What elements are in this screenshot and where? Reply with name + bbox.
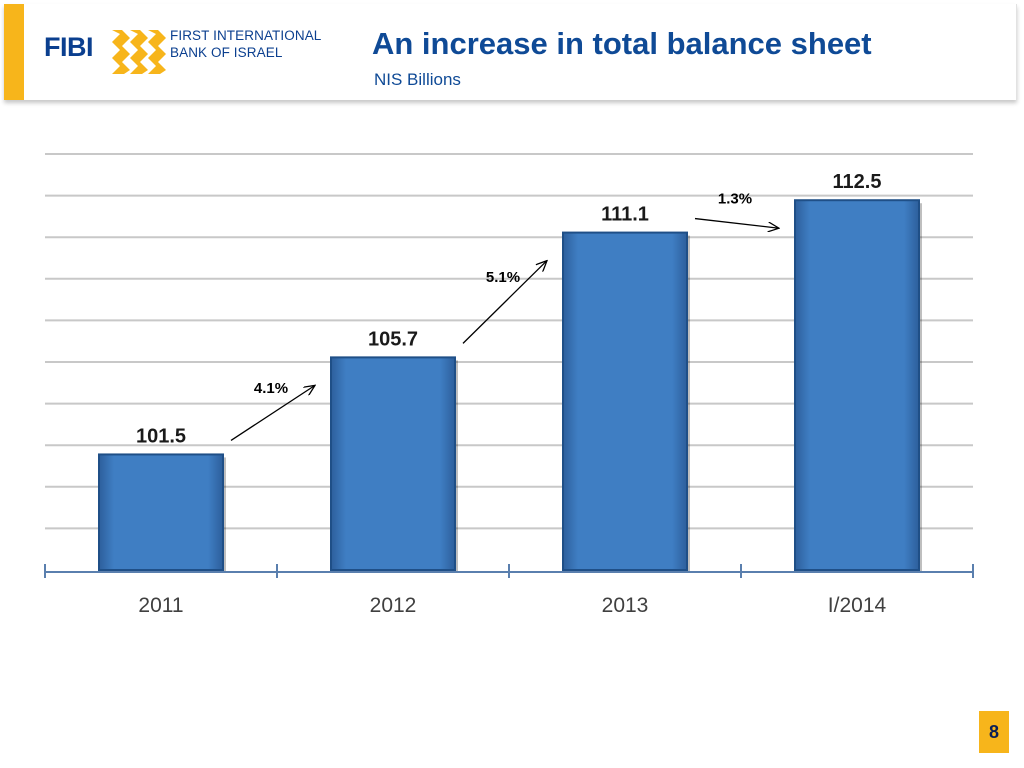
logo-line-1: FIRST INTERNATIONAL xyxy=(170,28,322,43)
x-axis: 2011 2012 2013 I/2014 xyxy=(44,564,974,617)
value-label: 101.5 xyxy=(136,425,186,447)
slide-subtitle: NIS Billions xyxy=(374,70,461,89)
slide-title: An increase in total balance sheet xyxy=(372,26,872,61)
growth-label: 5.1% xyxy=(486,269,520,286)
data-labels: 101.5 105.7 111.1 112.5 xyxy=(136,171,882,447)
slide-header: FIBI FIRST INTERNATIONAL BANK OF ISRAEL … xyxy=(4,4,1017,100)
bars xyxy=(98,199,922,574)
bar-2012 xyxy=(330,356,456,571)
bar-I/2014 xyxy=(794,199,920,571)
growth-arrow xyxy=(462,261,547,344)
growth-arrow xyxy=(694,217,779,229)
header-accent-bar xyxy=(4,4,24,100)
bank-logo-icon xyxy=(112,30,166,74)
page-number: 8 xyxy=(979,711,1009,753)
value-label: 111.1 xyxy=(601,204,649,226)
value-label: 112.5 xyxy=(833,171,882,193)
growth-arrow xyxy=(230,385,315,441)
x-tick-label: 2012 xyxy=(370,594,417,617)
logo-line-2: BANK OF ISRAEL xyxy=(170,45,283,60)
logo-wordmark: FIBI xyxy=(44,32,94,62)
growth-label: 1.3% xyxy=(718,190,752,207)
x-tick-label: 2011 xyxy=(138,594,183,617)
growth-annotations: 4.1% 5.1% 1.3% xyxy=(230,190,779,441)
x-tick-label: 2013 xyxy=(602,594,649,617)
x-tick-label: I/2014 xyxy=(828,594,887,617)
bar-2013 xyxy=(562,231,688,571)
bar-2011 xyxy=(98,453,224,572)
growth-label: 4.1% xyxy=(254,380,288,397)
value-label: 105.7 xyxy=(368,328,418,350)
